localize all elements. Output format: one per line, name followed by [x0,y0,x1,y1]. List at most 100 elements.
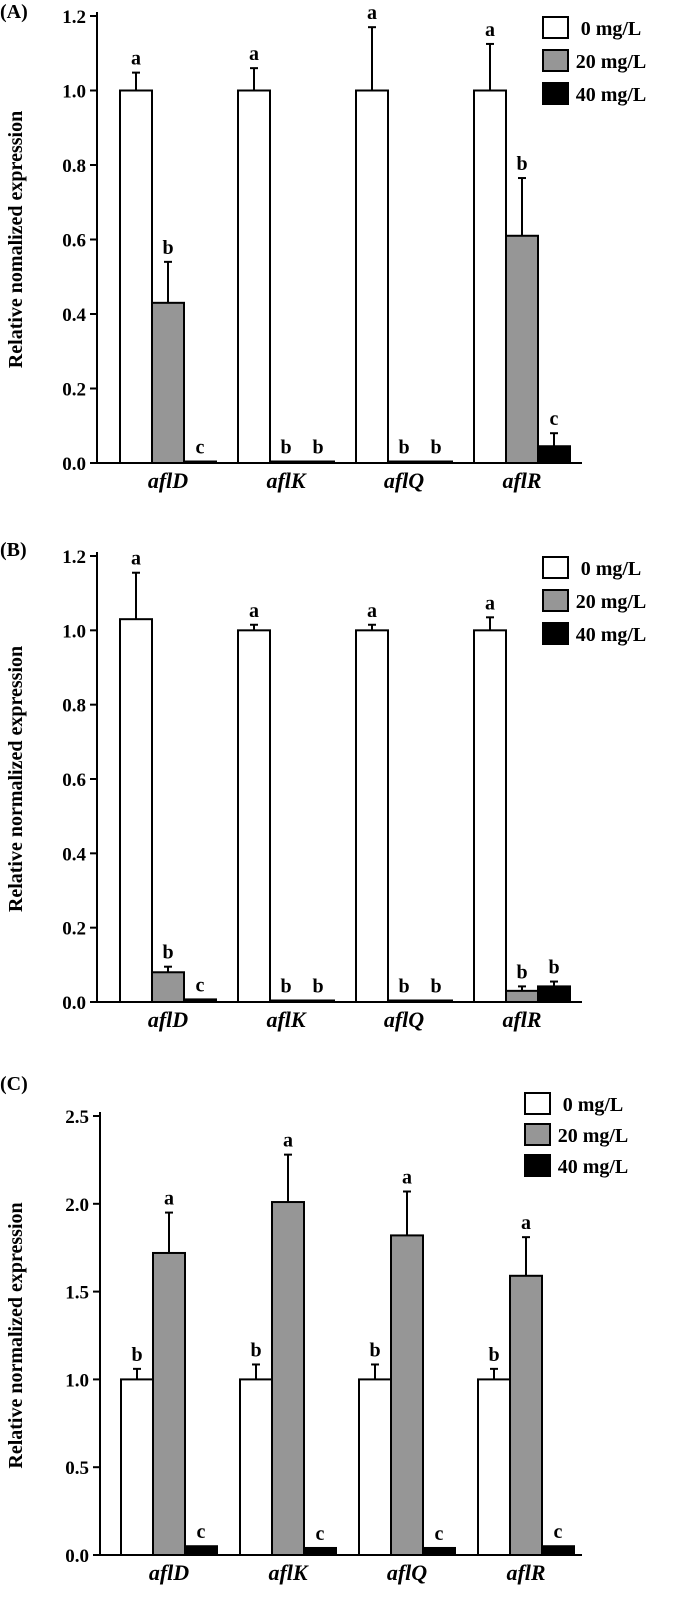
x-category-label: aflD [149,1560,189,1585]
significance-letter: a [485,19,495,41]
significance-letter: a [164,1188,174,1210]
bar-aflD-0 [120,1378,154,1557]
y-tick-label: 0.5 [65,1458,89,1479]
bar-aflR-1 [509,1274,543,1557]
significance-letter: b [162,942,173,964]
legend-swatch-0 [542,556,569,579]
significance-letter: b [131,1344,142,1366]
bar-aflK-0 [237,629,271,1003]
legend-swatch-1 [542,49,569,72]
bar-aflR-2 [541,1545,575,1556]
significance-letter: b [312,437,323,459]
y-tick-label: 0.2 [62,919,86,940]
y-tick-label: 1.0 [65,1370,89,1391]
bar-aflR-1 [505,989,539,1003]
y-tick-label: 2.0 [65,1195,89,1216]
significance-letter: a [131,48,141,70]
bar-aflQ-2 [422,1546,456,1556]
significance-letter: c [435,1523,444,1545]
bar-aflK-0 [237,89,271,464]
bar-aflQ-1 [387,460,421,464]
y-axis-title: Relative normalized expression [5,1202,27,1468]
legend-label-2: 40 mg/L [576,624,647,646]
bar-aflR-1 [505,234,539,464]
significance-letter: b [280,437,291,459]
significance-letter: b [516,153,527,175]
significance-letter: b [369,1339,380,1361]
x-category-label: aflK [266,1007,306,1032]
bar-aflK-2 [303,1546,337,1556]
significance-letter: a [402,1167,412,1189]
x-category-label: aflR [506,1560,545,1585]
y-tick-label: 0.4 [62,305,86,326]
bar-aflR-0 [477,1378,511,1557]
y-tick-label: 0.0 [62,454,86,475]
y-tick-label: 1.0 [62,621,86,642]
significance-letter: b [548,957,559,979]
bar-aflD-2 [183,998,217,1003]
bar-aflD-1 [152,1251,186,1557]
x-category-label: aflR [502,1007,541,1032]
significance-letter: a [249,43,259,65]
significance-letter: a [131,548,141,570]
significance-letter: b [488,1344,499,1366]
y-axis-title: Relative nomalized expression [5,111,27,368]
bar-aflD-0 [119,89,153,464]
bar-aflR-0 [473,629,507,1003]
y-tick-label: 0.0 [65,1546,89,1567]
significance-letter: b [250,1339,261,1361]
significance-letter: c [197,1521,206,1543]
legend-swatch-2 [542,622,569,645]
x-category-label: aflK [266,468,306,493]
significance-letter: b [312,976,323,998]
bar-aflQ-1 [390,1234,424,1556]
chart-panel-0: (A) Relative nomalized expression 0.0 0.2 0.… [0,1,646,493]
chart-panel-2: (C) Relative normalized expression 0.0 0.5 1… [0,1073,628,1585]
bar-aflQ-2 [419,999,453,1003]
x-category-label: aflD [148,468,188,493]
x-category-label: aflQ [384,1007,424,1032]
bar-aflK-1 [269,460,303,464]
bar-aflR-0 [473,89,507,464]
significance-letter: b [398,976,409,998]
bar-aflD-1 [151,971,185,1003]
legend-label-0: 0 mg/L [581,558,642,580]
y-tick-label: 0.6 [62,231,86,252]
y-tick-label: 0.6 [62,770,86,791]
significance-letter: a [249,600,259,622]
y-tick-label: 0.2 [62,380,86,401]
y-tick-label: 0.4 [62,844,86,865]
bar-aflQ-1 [387,999,421,1003]
significance-letter: c [196,437,205,459]
legend-label-1: 20 mg/L [576,591,647,613]
significance-letter: b [516,961,527,983]
y-tick-label: 1.5 [65,1283,89,1304]
bar-aflD-1 [151,301,185,465]
significance-letter: a [283,1130,293,1152]
x-category-label: aflQ [384,468,424,493]
bar-aflK-2 [301,999,335,1003]
panel-label: (B) [0,539,27,561]
x-category-label: aflD [148,1007,188,1032]
bar-aflQ-0 [355,629,389,1003]
legend-label-0: 0 mg/L [563,1094,624,1116]
y-tick-label: 1.2 [62,547,86,568]
legend-label-0: 0 mg/L [581,18,642,40]
x-category-label: aflR [502,468,541,493]
legend-swatch-2 [524,1154,551,1177]
significance-letter: c [550,408,559,430]
significance-letter: a [367,600,377,622]
bar-aflK-1 [269,999,303,1003]
significance-letter: b [280,976,291,998]
significance-letter: b [398,437,409,459]
bar-aflR-2 [537,445,571,464]
significance-letter: c [196,974,205,996]
significance-letter: b [430,976,441,998]
bar-aflK-0 [239,1378,273,1557]
y-tick-label: 0.8 [62,696,86,717]
significance-letter: a [485,592,495,614]
y-tick-label: 0.0 [62,993,86,1014]
y-tick-label: 1.0 [62,82,86,103]
legend-swatch-2 [542,82,569,105]
